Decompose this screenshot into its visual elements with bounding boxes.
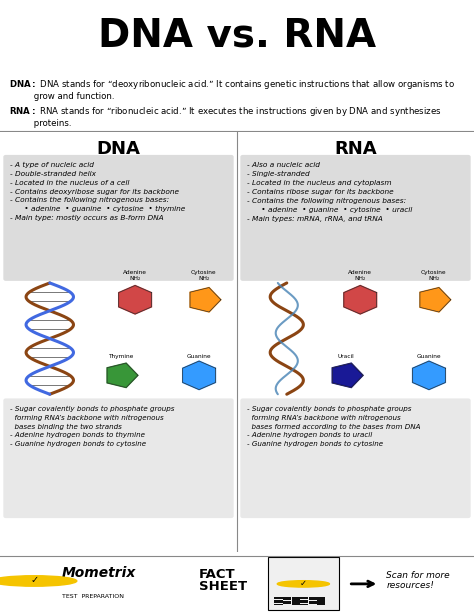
- Text: Thymine: Thymine: [108, 354, 134, 359]
- Polygon shape: [182, 361, 216, 390]
- FancyBboxPatch shape: [292, 600, 300, 601]
- Circle shape: [277, 581, 329, 587]
- Text: $\bf{DNA:}$ DNA stands for “deoxyribonucleic acid.” It contains genetic instruct: $\bf{DNA:}$ DNA stands for “deoxyribonuc…: [9, 78, 456, 101]
- Text: RNA: RNA: [334, 140, 377, 158]
- Text: Cytosine
NH₂: Cytosine NH₂: [421, 270, 447, 281]
- Polygon shape: [412, 361, 446, 390]
- Polygon shape: [420, 287, 451, 312]
- FancyBboxPatch shape: [3, 398, 234, 518]
- FancyBboxPatch shape: [317, 598, 325, 599]
- FancyBboxPatch shape: [274, 604, 283, 606]
- FancyBboxPatch shape: [317, 603, 325, 604]
- Text: - Sugar covalently bonds to phosphate groups
  forming RNA’s backbone with nitro: - Sugar covalently bonds to phosphate gr…: [247, 406, 421, 447]
- Text: Cytosine
NH₂: Cytosine NH₂: [191, 270, 217, 281]
- FancyBboxPatch shape: [300, 601, 308, 603]
- Text: Guanine: Guanine: [187, 354, 211, 359]
- Text: Adenine
NH₂: Adenine NH₂: [348, 270, 372, 281]
- FancyBboxPatch shape: [300, 600, 308, 601]
- Text: ✓: ✓: [300, 579, 307, 588]
- Text: DNA vs. RNA: DNA vs. RNA: [98, 17, 376, 54]
- Text: ✓: ✓: [30, 575, 38, 585]
- FancyBboxPatch shape: [309, 598, 317, 599]
- FancyBboxPatch shape: [283, 601, 291, 603]
- Text: Scan for more
resources!: Scan for more resources!: [386, 571, 450, 590]
- Polygon shape: [107, 363, 138, 387]
- FancyBboxPatch shape: [3, 155, 234, 281]
- Polygon shape: [190, 287, 221, 312]
- Polygon shape: [332, 363, 363, 387]
- Text: Mometrix: Mometrix: [62, 566, 136, 581]
- Text: Adenine
NH₂: Adenine NH₂: [123, 270, 147, 281]
- FancyBboxPatch shape: [309, 601, 317, 603]
- FancyBboxPatch shape: [274, 600, 283, 601]
- FancyBboxPatch shape: [309, 603, 317, 604]
- FancyBboxPatch shape: [274, 598, 283, 599]
- FancyBboxPatch shape: [283, 598, 291, 599]
- FancyBboxPatch shape: [283, 603, 291, 604]
- FancyBboxPatch shape: [300, 604, 308, 606]
- Polygon shape: [344, 286, 377, 314]
- FancyBboxPatch shape: [292, 604, 300, 606]
- FancyBboxPatch shape: [317, 599, 325, 600]
- Text: TEST  PREPARATION: TEST PREPARATION: [62, 595, 124, 600]
- FancyBboxPatch shape: [292, 599, 300, 600]
- Polygon shape: [118, 286, 152, 314]
- FancyBboxPatch shape: [268, 557, 339, 611]
- FancyBboxPatch shape: [292, 603, 300, 604]
- Circle shape: [0, 576, 77, 586]
- Text: - Sugar covalently bonds to phosphate groups
  forming RNA’s backbone with nitro: - Sugar covalently bonds to phosphate gr…: [10, 406, 175, 447]
- Text: $\bf{RNA:}$ RNA stands for “ribonucleic acid.” It executes the instructions give: $\bf{RNA:}$ RNA stands for “ribonucleic …: [9, 105, 442, 128]
- FancyBboxPatch shape: [240, 398, 471, 518]
- FancyBboxPatch shape: [317, 600, 325, 601]
- FancyBboxPatch shape: [317, 604, 325, 606]
- FancyBboxPatch shape: [240, 155, 471, 281]
- Text: - Also a nucleic acid
- Single-stranded
- Located in the nucleus and cytoplasm
-: - Also a nucleic acid - Single-stranded …: [247, 162, 413, 221]
- FancyBboxPatch shape: [300, 598, 308, 599]
- Text: Guanine: Guanine: [417, 354, 441, 359]
- FancyBboxPatch shape: [309, 599, 317, 600]
- Text: Uracil: Uracil: [337, 354, 355, 359]
- FancyBboxPatch shape: [317, 601, 325, 603]
- FancyBboxPatch shape: [292, 601, 300, 603]
- Text: FACT
SHEET: FACT SHEET: [199, 568, 247, 593]
- FancyBboxPatch shape: [274, 601, 283, 603]
- Text: - A type of nucleic acid
- Double-stranded helix
- Located in the nucleus of a c: - A type of nucleic acid - Double-strand…: [10, 162, 186, 221]
- Text: DNA: DNA: [97, 140, 140, 158]
- FancyBboxPatch shape: [283, 599, 291, 600]
- FancyBboxPatch shape: [292, 598, 300, 599]
